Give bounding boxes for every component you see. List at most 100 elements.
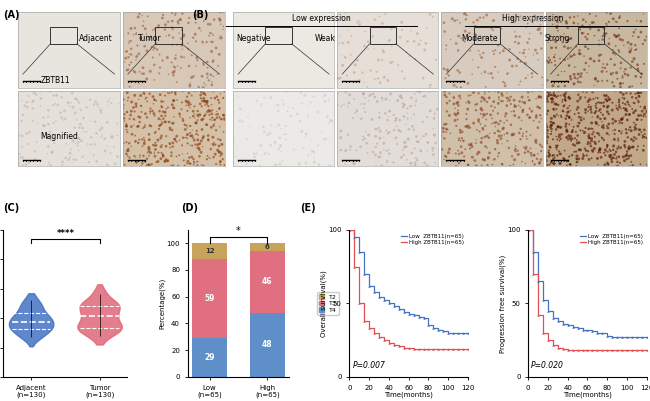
Point	[125, 38, 135, 45]
Point	[377, 20, 387, 26]
Point	[595, 149, 606, 156]
Point	[531, 137, 541, 144]
Point	[581, 147, 592, 154]
Point	[523, 148, 533, 155]
Point	[580, 145, 590, 152]
Point	[640, 131, 650, 137]
Point	[479, 156, 489, 163]
Point	[126, 108, 136, 114]
Point	[541, 158, 551, 164]
Point	[520, 60, 530, 67]
Point	[412, 30, 423, 37]
High ZBTB11(n=65)	[578, 348, 586, 353]
Point	[92, 158, 102, 164]
Point	[587, 135, 597, 142]
Point	[552, 18, 562, 25]
Point	[348, 115, 358, 121]
Point	[606, 154, 616, 160]
Point	[618, 100, 628, 106]
Low  ZBTB11(n=65)	[554, 319, 562, 324]
Point	[498, 48, 508, 54]
Point	[528, 117, 539, 124]
Point	[352, 19, 362, 26]
Point	[160, 92, 170, 99]
Point	[215, 33, 226, 40]
Point	[627, 83, 637, 89]
Point	[200, 102, 210, 108]
Point	[418, 75, 428, 81]
Point	[566, 107, 576, 114]
Point	[555, 134, 566, 140]
Point	[489, 156, 500, 162]
Point	[158, 153, 168, 160]
Point	[634, 127, 645, 133]
Point	[136, 12, 147, 19]
Point	[428, 14, 438, 20]
Point	[582, 36, 592, 43]
Point	[364, 93, 374, 99]
Point	[144, 152, 154, 159]
Point	[178, 134, 188, 141]
Point	[420, 47, 430, 53]
Point	[246, 158, 257, 165]
Point	[480, 143, 491, 150]
Point	[400, 139, 411, 145]
Low  ZBTB11(n=65)	[643, 335, 650, 340]
Point	[578, 115, 589, 122]
Point	[622, 148, 632, 155]
Point	[595, 145, 605, 152]
Point	[185, 142, 196, 148]
Point	[464, 142, 474, 148]
Point	[215, 17, 226, 24]
Point	[274, 122, 284, 128]
Point	[130, 132, 140, 139]
Point	[122, 147, 133, 153]
Point	[216, 21, 226, 27]
Point	[197, 38, 207, 45]
Point	[406, 150, 417, 156]
Point	[129, 108, 140, 115]
Point	[576, 73, 586, 80]
Point	[497, 92, 508, 99]
Point	[476, 139, 486, 146]
Point	[304, 103, 314, 109]
Point	[186, 101, 196, 107]
Point	[190, 141, 200, 148]
Point	[159, 109, 170, 116]
Point	[165, 125, 176, 132]
Point	[511, 148, 521, 154]
Point	[270, 162, 281, 168]
Point	[571, 129, 581, 135]
Point	[562, 113, 572, 119]
Point	[542, 130, 552, 137]
Point	[154, 108, 164, 114]
Point	[133, 96, 144, 103]
Point	[373, 75, 384, 81]
Point	[450, 18, 460, 24]
Point	[567, 152, 577, 158]
Text: 29: 29	[204, 353, 215, 362]
Point	[536, 45, 547, 52]
Point	[462, 116, 472, 122]
Point	[181, 102, 191, 109]
Point	[475, 14, 486, 21]
Point	[510, 101, 520, 108]
Point	[478, 50, 489, 56]
Point	[191, 38, 202, 45]
Point	[609, 151, 619, 158]
Point	[534, 119, 545, 125]
Point	[352, 107, 362, 114]
Point	[345, 146, 356, 153]
Point	[628, 144, 638, 150]
Point	[588, 89, 598, 95]
Point	[371, 126, 382, 133]
Point	[202, 59, 213, 65]
Point	[502, 95, 513, 101]
Point	[138, 125, 148, 132]
Point	[524, 36, 534, 42]
Point	[591, 13, 601, 19]
High ZBTB11(n=65)	[385, 341, 393, 346]
Point	[68, 138, 78, 144]
Point	[161, 156, 171, 163]
Point	[199, 18, 209, 24]
